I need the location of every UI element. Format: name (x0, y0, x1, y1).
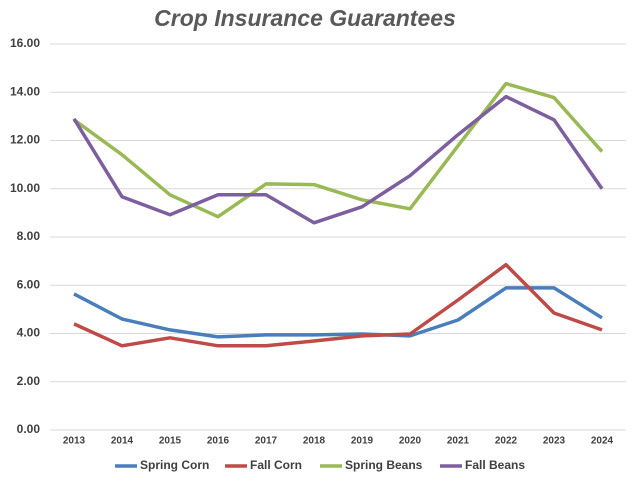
legend-label: Spring Beans (345, 458, 423, 472)
y-tick-label: 8.00 (17, 229, 41, 243)
legend-label: Spring Corn (140, 458, 209, 472)
x-tick-label: 2015 (159, 436, 182, 447)
y-tick-label: 10.00 (10, 181, 40, 195)
y-tick-label: 12.00 (10, 133, 40, 147)
x-tick-label: 2022 (495, 436, 518, 447)
legend-label: Fall Corn (250, 458, 302, 472)
x-tick-label: 2019 (351, 436, 374, 447)
y-tick-label: 2.00 (17, 374, 41, 388)
chart-title: Crop Insurance Guarantees (154, 5, 456, 31)
x-tick-label: 2016 (207, 436, 230, 447)
series-line (72, 81, 604, 219)
x-tick-label: 2017 (255, 436, 278, 447)
y-tick-label: 6.00 (17, 277, 41, 291)
y-tick-label: 4.00 (17, 326, 41, 340)
x-tick-label: 2013 (63, 436, 86, 447)
x-tick-label: 2018 (303, 436, 326, 447)
series-line (72, 94, 604, 225)
y-tick-label: 0.00 (17, 422, 41, 436)
x-tick-label: 2020 (399, 436, 422, 447)
series-line (73, 262, 603, 348)
y-tick-label: 14.00 (10, 84, 40, 98)
x-tick-label: 2023 (543, 436, 566, 447)
x-tick-label: 2014 (111, 436, 134, 447)
legend-label: Fall Beans (465, 458, 525, 472)
x-tick-label: 2021 (447, 436, 470, 447)
series-line (73, 286, 603, 339)
x-tick-label: 2024 (591, 436, 614, 447)
y-tick-label: 16.00 (10, 36, 40, 50)
